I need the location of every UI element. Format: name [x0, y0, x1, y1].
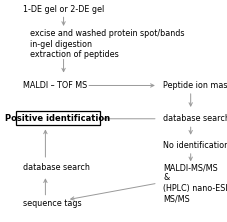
Text: No identification: No identification — [163, 141, 227, 150]
Text: Positive identification: Positive identification — [5, 114, 111, 123]
Text: MALDI-MS/MS
&
(HPLC) nano-ESI-
MS/MS: MALDI-MS/MS & (HPLC) nano-ESI- MS/MS — [163, 163, 227, 203]
Text: MALDI – TOF MS: MALDI – TOF MS — [23, 81, 87, 90]
Text: excise and washed protein spot/bands
in-gel digestion
extraction of peptides: excise and washed protein spot/bands in-… — [30, 30, 184, 59]
Text: database search: database search — [23, 163, 90, 172]
Text: Peptide ion mass list: Peptide ion mass list — [163, 81, 227, 90]
Text: database search: database search — [163, 114, 227, 123]
Text: 1-DE gel or 2-DE gel: 1-DE gel or 2-DE gel — [23, 6, 104, 14]
FancyBboxPatch shape — [16, 111, 100, 125]
Text: sequence tags: sequence tags — [23, 199, 81, 208]
